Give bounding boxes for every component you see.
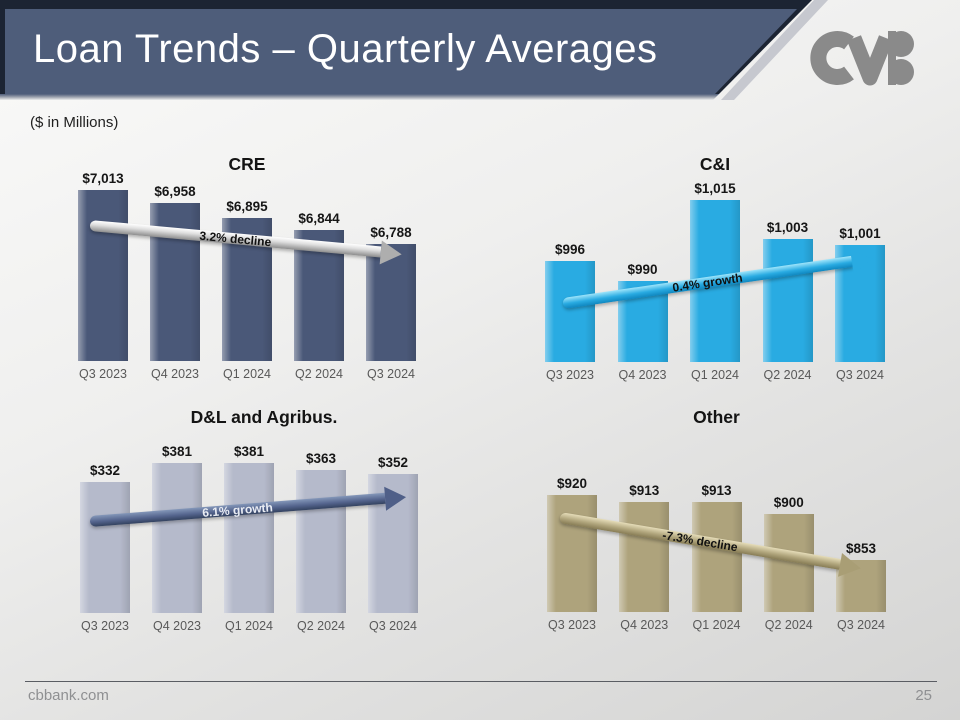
logo-v-glyph: [847, 35, 893, 86]
bar-column: $6,844: [294, 183, 344, 361]
footer-website: cbbank.com: [28, 687, 109, 704]
bar-column: $381: [224, 444, 274, 613]
category-label: Q1 2024: [225, 619, 273, 633]
chart-category-axis: Q3 2023 Q4 2023 Q1 2024 Q2 2024 Q3 2024: [537, 618, 896, 632]
bar-column: $381: [152, 444, 202, 613]
bar-value-label: $1,015: [694, 180, 736, 196]
bar: [619, 501, 670, 612]
chart-title: D&L and Agribus.: [190, 407, 338, 427]
chart-plot-area: $920 $913 $913 $900 $853: [547, 476, 886, 612]
banner-diagonal-shadow: [721, 0, 828, 100]
category-label: Q3 2023: [79, 367, 127, 381]
cvb-logo: [810, 31, 914, 86]
bar-value-label: $1,003: [766, 219, 809, 235]
category-label: Q1 2024: [223, 367, 271, 381]
category-label: Q3 2024: [367, 367, 415, 381]
chart-title: Other: [693, 407, 740, 427]
bar-column: $913: [691, 482, 742, 612]
bar-value-label: $920: [556, 475, 588, 491]
bar-value-label: $381: [161, 443, 193, 459]
category-label: Q3 2024: [836, 368, 884, 382]
category-label: Q4 2023: [618, 368, 667, 382]
bar: [762, 238, 813, 362]
bar-column: $6,958: [150, 183, 200, 361]
category-label: Q4 2023: [151, 367, 199, 381]
bar: [78, 189, 128, 361]
bar: [296, 469, 346, 613]
category-label: Q1 2024: [691, 368, 739, 382]
units-note: ($ in Millions): [30, 114, 119, 131]
bar-column: $996: [545, 190, 595, 362]
bar-value-label: $7,013: [82, 170, 124, 186]
chart-title: C&I: [699, 154, 731, 174]
category-label: Q2 2024: [297, 619, 345, 633]
bar: [80, 481, 130, 613]
bar: [835, 245, 885, 362]
bar-value-label: $6,958: [154, 183, 196, 199]
bar-column: $363: [296, 451, 346, 613]
bar-value-label: $913: [701, 482, 732, 498]
category-label: Q3 2023: [548, 618, 596, 632]
bar-value-label: $1,001: [839, 226, 881, 242]
category-label: Q1 2024: [692, 618, 741, 632]
bar-value-label: $352: [377, 454, 409, 470]
category-label: Q2 2024: [763, 368, 812, 382]
logo-b-glyph: [888, 31, 914, 85]
page-number: 25: [915, 687, 932, 704]
page-title: Loan Trends – Quarterly Averages: [33, 27, 658, 71]
bar-value-label: $332: [89, 462, 121, 478]
category-label: Q3 2023: [81, 619, 129, 633]
bar-value-label: $996: [554, 242, 586, 258]
category-label: Q3 2023: [546, 368, 594, 382]
bar-value-label: $990: [627, 261, 658, 277]
bar-value-label: $900: [773, 495, 804, 511]
category-label: Q2 2024: [764, 618, 813, 632]
bar: [836, 560, 886, 612]
chart-category-axis: Q3 2023 Q4 2023 Q1 2024 Q2 2024 Q3 2024: [70, 619, 428, 633]
bar-value-label: $363: [305, 450, 337, 466]
bar-value-label: $6,788: [370, 224, 412, 240]
banner-bottom-fade: [0, 94, 719, 100]
chart-ci: C&I $996 $990 $1,015 $1,003 $1,001 Q3 2023 Q4…: [545, 152, 885, 382]
category-label: Q2 2024: [295, 367, 343, 381]
bar-column: $352: [368, 455, 418, 613]
bar-value-label: $6,844: [298, 211, 340, 227]
chart-plot-area: $332 $381 $381 $363 $352: [80, 444, 418, 613]
category-label: Q3 2024: [837, 618, 885, 632]
bar-column: $1,003: [762, 190, 813, 362]
bar-column: $6,788: [366, 183, 416, 361]
bar-column: $1,001: [835, 190, 885, 362]
bar-column: $853: [836, 485, 886, 612]
chart-title: CRE: [228, 154, 266, 174]
bar-column: $920: [547, 476, 597, 612]
chart-plot-area: $7,013 $6,958 $6,895 $6,844 $6,788: [78, 171, 416, 361]
banner-face: [5, 9, 797, 94]
title-banner: [0, 0, 828, 100]
category-label: Q3 2024: [369, 619, 417, 633]
bar-value-label: $381: [233, 443, 265, 459]
chart-plot-area: $996 $990 $1,015 $1,003 $1,001: [545, 181, 885, 362]
bar: [691, 501, 742, 612]
bar-column: $7,013: [78, 171, 128, 361]
category-label: Q4 2023: [620, 618, 669, 632]
chart-cre: CRE $7,013 $6,958 $6,895 $6,844 $6,788 Q3 20…: [78, 152, 416, 381]
bar: [152, 462, 202, 613]
bar-column: $332: [80, 455, 130, 613]
bar-value-label: $913: [629, 482, 660, 498]
bar-column: $913: [619, 482, 670, 612]
bar-column: $990: [617, 190, 668, 362]
bar: [545, 261, 595, 362]
logo-c-glyph: [810, 31, 854, 85]
chart-other: Other $920 $913 $913 $900 $853 Q3 2023 Q4 202…: [547, 405, 886, 632]
bar: [224, 462, 274, 613]
category-label: Q4 2023: [153, 619, 201, 633]
footer-divider: [25, 681, 937, 682]
chart-category-axis: Q3 2023 Q4 2023 Q1 2024 Q2 2024 Q3 2024: [68, 367, 426, 381]
chart-category-axis: Q3 2023 Q4 2023 Q1 2024 Q2 2024 Q3 2024: [535, 368, 895, 382]
bar-value-label: $6,895: [226, 198, 268, 214]
chart-dl-agribus: D&L and Agribus. $332 $381 $381 $363 $352 Q3…: [80, 405, 418, 633]
bar-value-label: $853: [845, 541, 877, 557]
bar-column: $6,895: [222, 183, 272, 361]
